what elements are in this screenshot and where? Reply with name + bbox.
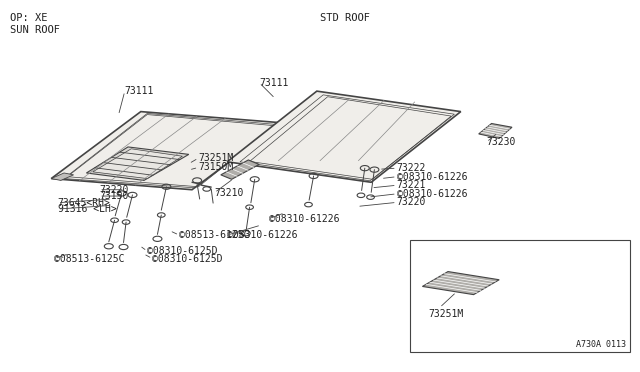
Text: 73111: 73111 xyxy=(125,86,154,96)
Text: 73210: 73210 xyxy=(214,188,244,198)
Text: 73251M: 73251M xyxy=(198,153,234,163)
Text: ©08310-6125D: ©08310-6125D xyxy=(152,254,223,263)
Text: ©08310-61226: ©08310-61226 xyxy=(269,214,339,224)
Text: 73111: 73111 xyxy=(259,78,289,87)
Text: 73220: 73220 xyxy=(397,198,426,207)
Polygon shape xyxy=(51,112,282,190)
Text: A730A 0113: A730A 0113 xyxy=(576,340,626,349)
Text: 73230: 73230 xyxy=(486,137,516,147)
Text: 73221: 73221 xyxy=(397,180,426,190)
Polygon shape xyxy=(86,147,189,180)
Text: ©08513-6125C: ©08513-6125C xyxy=(179,230,250,240)
Text: 73150M: 73150M xyxy=(198,163,234,172)
Polygon shape xyxy=(227,91,461,182)
Polygon shape xyxy=(479,124,512,138)
Text: 73220: 73220 xyxy=(99,185,129,195)
Bar xyxy=(410,240,630,352)
Text: 73645<RH>: 73645<RH> xyxy=(58,198,111,208)
Text: 73251M: 73251M xyxy=(429,310,464,319)
Text: ©08310-61226: ©08310-61226 xyxy=(397,172,467,182)
Polygon shape xyxy=(422,272,499,295)
Text: 73222: 73222 xyxy=(397,163,426,173)
Text: ©08310-6125D: ©08310-6125D xyxy=(147,246,218,256)
Polygon shape xyxy=(51,173,74,180)
Polygon shape xyxy=(93,149,182,179)
Text: 73150: 73150 xyxy=(99,191,129,201)
Text: STD ROOF: STD ROOF xyxy=(320,13,370,23)
Text: ©08310-61226: ©08310-61226 xyxy=(227,230,298,240)
Text: ©08513-6125C: ©08513-6125C xyxy=(54,254,125,263)
Text: OP: XE: OP: XE xyxy=(10,13,47,23)
Text: 91316 <LH>: 91316 <LH> xyxy=(58,204,116,214)
Text: ©08310-61226: ©08310-61226 xyxy=(397,189,467,199)
Polygon shape xyxy=(221,160,259,179)
Text: SUN ROOF: SUN ROOF xyxy=(10,25,60,35)
